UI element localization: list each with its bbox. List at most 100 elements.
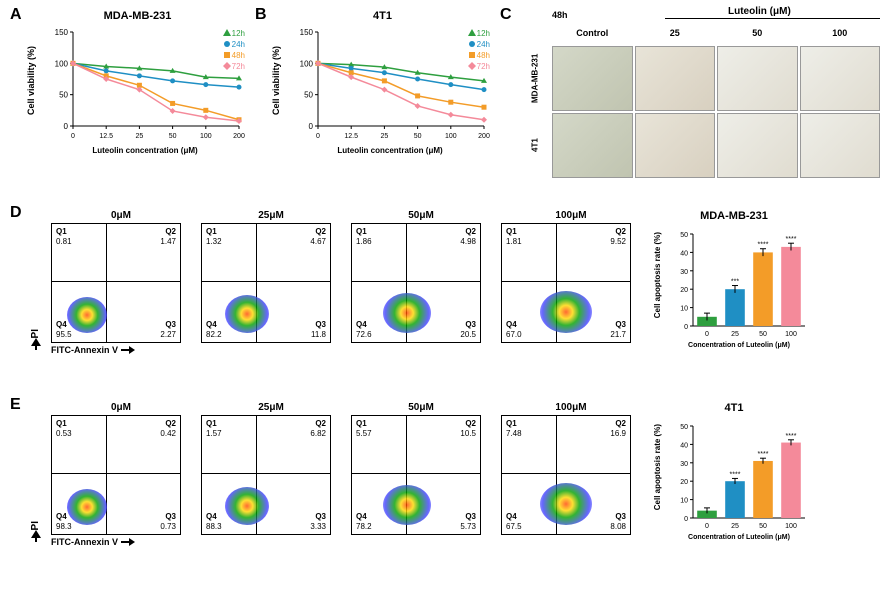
svg-text:150: 150 [300, 28, 314, 37]
svg-text:100: 100 [445, 133, 457, 140]
micrograph [717, 46, 798, 111]
svg-text:50: 50 [304, 91, 313, 100]
panel-c-header: Luteolin (μM) [720, 6, 799, 17]
svg-text:0: 0 [684, 324, 688, 331]
svg-text:10: 10 [680, 306, 688, 313]
svg-text:50: 50 [680, 232, 688, 239]
svg-text:100: 100 [55, 59, 69, 68]
flow-plot-title: 25μM [201, 210, 341, 221]
micrograph [552, 113, 633, 178]
bar-chart: 0 10 20 30 40 50 0 **** 25 **** 50 **** 100 [669, 414, 809, 534]
panel-c-label: C [500, 6, 512, 24]
flow-plot-title: 100μM [501, 210, 641, 221]
flow-plot-title: 50μM [351, 210, 491, 221]
flow-plot: Q1 1.86 Q2 4.98 Q4 72.6 Q3 20.5 [351, 223, 481, 343]
svg-text:50: 50 [59, 91, 68, 100]
legend-item: 24h [467, 39, 490, 49]
micrograph [635, 113, 716, 178]
flow-plot: Q1 7.48 Q2 16.9 Q4 67.5 Q3 8.08 [501, 415, 631, 535]
svg-text:****: **** [730, 471, 741, 478]
legend-item: 48h [467, 50, 490, 60]
legend-item: 12h [467, 28, 490, 38]
legend-item: 72h [467, 61, 490, 71]
flow-plot: Q1 1.32 Q2 4.67 Q4 82.2 Q3 11.8 [201, 223, 331, 343]
bar-chart-title: 4T1 [659, 402, 809, 414]
legend-item: 72h [222, 61, 245, 71]
flow-plot-title: 100μM [501, 402, 641, 413]
svg-text:25: 25 [381, 133, 389, 140]
svg-text:200: 200 [478, 133, 490, 140]
svg-text:12.5: 12.5 [99, 133, 113, 140]
micro-row-label: MDA-MB-231 [520, 46, 550, 111]
svg-text:****: **** [786, 433, 797, 440]
flow-plot: Q1 0.53 Q2 0.42 Q4 98.3 Q3 0.73 [51, 415, 181, 535]
legend-item: 24h [222, 39, 245, 49]
panel-a-legend: 12h24h48h72h [222, 28, 245, 72]
panel-d-row: PI 0μM Q1 0.81 Q2 1.47 Q4 95.5 Q3 2.27 F… [30, 210, 880, 355]
panel-a-title: MDA-MB-231 [30, 10, 245, 22]
svg-text:30: 30 [680, 269, 688, 276]
svg-text:50: 50 [759, 523, 767, 530]
svg-text:0: 0 [705, 523, 709, 530]
bar-xlabel: Concentration of Luteolin (μM) [669, 342, 809, 349]
svg-text:10: 10 [680, 498, 688, 505]
panel-b-xlabel: Luteolin concentration (μM) [290, 146, 490, 155]
svg-text:25: 25 [731, 331, 739, 338]
svg-text:100: 100 [200, 133, 212, 140]
svg-text:25: 25 [731, 523, 739, 530]
svg-text:50: 50 [680, 424, 688, 431]
svg-text:0: 0 [64, 122, 69, 131]
bar-ylabel: Cell apoptosis rate (%) [653, 424, 662, 510]
legend-item: 48h [222, 50, 245, 60]
panel-b-legend: 12h24h48h72h [467, 28, 490, 72]
micrograph [717, 113, 798, 178]
svg-text:***: *** [731, 279, 739, 286]
micrograph [552, 46, 633, 111]
panel-a-xlabel: Luteolin concentration (μM) [45, 146, 245, 155]
flow-x-axis: FITC-Annexin V [51, 537, 118, 547]
bar-chart: 010203040500***25****50****100 [669, 222, 809, 342]
svg-text:0: 0 [316, 133, 320, 140]
panel-d-label: D [10, 204, 22, 222]
bar-xlabel: Concentration of Luteolin (μM) [669, 534, 809, 541]
svg-text:20: 20 [680, 287, 688, 294]
svg-text:50: 50 [169, 133, 177, 140]
panel-e-label: E [10, 396, 21, 414]
panel-e-row: PI 0μM Q1 0.53 Q2 0.42 Q4 98.3 Q3 0.73 F… [30, 402, 880, 547]
legend-item: 12h [222, 28, 245, 38]
bar-ylabel: Cell apoptosis rate (%) [653, 232, 662, 318]
micrograph [800, 46, 881, 111]
flow-plot: Q1 5.57 Q2 10.5 Q4 78.2 Q3 5.73 [351, 415, 481, 535]
svg-text:20: 20 [680, 479, 688, 486]
panel-c-time: 48h [552, 10, 568, 20]
micro-col-label: Control [552, 28, 633, 44]
svg-text:100: 100 [785, 331, 797, 338]
svg-text:100: 100 [785, 523, 797, 530]
panel-b-label: B [255, 6, 267, 24]
flow-x-axis: FITC-Annexin V [51, 345, 118, 355]
svg-text:50: 50 [759, 331, 767, 338]
svg-text:30: 30 [680, 461, 688, 468]
flow-plot-title: 0μM [51, 210, 191, 221]
flow-plot-title: 50μM [351, 402, 491, 413]
svg-text:40: 40 [680, 442, 688, 449]
flow-plot-title: 25μM [201, 402, 341, 413]
panel-b-ylabel: Cell viability (%) [271, 46, 281, 115]
panel-b-title: 4T1 [275, 10, 490, 22]
flow-plot: Q1 1.57 Q2 6.82 Q4 88.3 Q3 3.33 [201, 415, 331, 535]
flow-plot-title: 0μM [51, 402, 191, 413]
micro-row-label: 4T1 [520, 113, 550, 178]
panel-b-chart: 050100150012.52550100200 [290, 26, 490, 146]
svg-text:****: **** [758, 451, 769, 458]
bar-chart-title: MDA-MB-231 [659, 210, 809, 222]
panel-a-ylabel: Cell viability (%) [26, 46, 36, 115]
svg-text:150: 150 [55, 28, 69, 37]
panel-a-chart: 050100150012.52550100200 [45, 26, 245, 146]
svg-text:****: **** [758, 242, 769, 249]
micrograph [800, 113, 881, 178]
micro-col-label: 50 [717, 28, 798, 44]
flow-plot: Q1 1.81 Q2 9.52 Q4 67.0 Q3 21.7 [501, 223, 631, 343]
svg-text:0: 0 [684, 516, 688, 523]
svg-text:25: 25 [136, 133, 144, 140]
panel-c-grid: Control2550100MDA-MB-2314T1 [520, 28, 880, 178]
